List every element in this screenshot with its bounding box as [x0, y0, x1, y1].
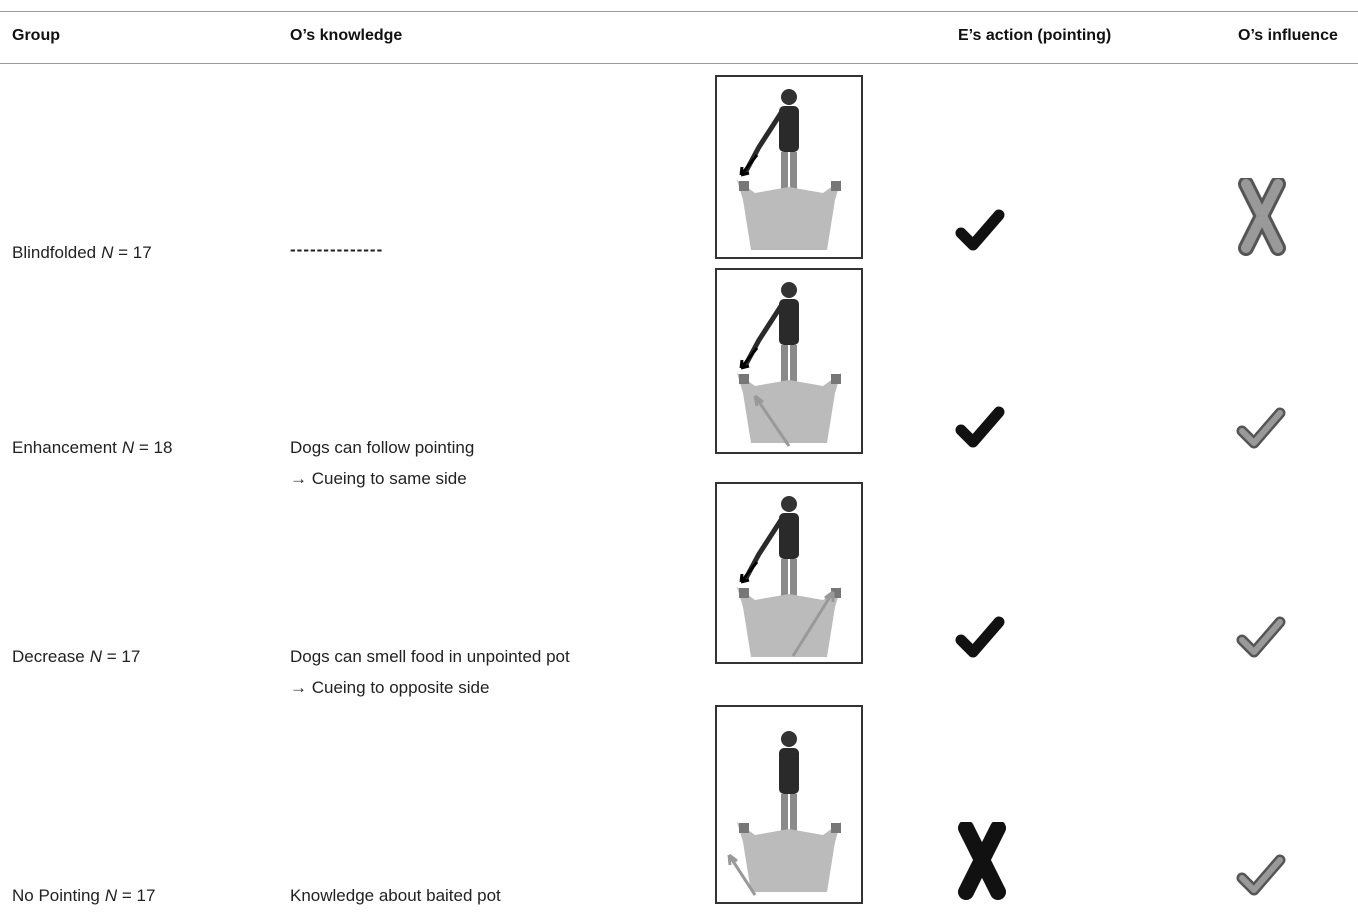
header-cell: Group [12, 27, 60, 44]
check-icon [1236, 403, 1288, 453]
group-cell: No Pointing N = 17 [12, 886, 155, 906]
group-name: Enhancement [12, 438, 117, 457]
knowledge-text: Knowledge about baited pot [290, 886, 501, 905]
group-cell: Blindfolded N = 17 [12, 243, 152, 263]
knowledge-text: → Cueing to opposite side [290, 678, 490, 697]
group-cell: Enhancement N = 18 [12, 438, 172, 458]
group-n: N = 17 [101, 243, 152, 262]
group-n: N = 17 [89, 647, 141, 666]
group-name: Blindfolded [12, 243, 97, 262]
cross-icon [1236, 178, 1288, 256]
top-rule [0, 11, 1358, 12]
header-cell: E’s action (pointing) [958, 27, 1112, 44]
scene-image [715, 705, 863, 904]
cross-icon [956, 822, 1008, 900]
group-name: Decrease [12, 647, 85, 666]
header-cell: O’s knowledge [290, 27, 403, 44]
check-icon [955, 205, 1007, 255]
knowledge-text: Dogs can follow pointing [290, 438, 475, 457]
scene-image [715, 482, 863, 664]
group-n: N = 17 [104, 886, 156, 905]
check-icon [1236, 850, 1288, 900]
group-cell: Decrease N = 17 [12, 647, 140, 667]
header-rule [0, 63, 1358, 64]
knowledge-text: Dogs can smell food in unpointed pot [290, 647, 570, 666]
scene-image [715, 75, 863, 259]
group-name: No Pointing [12, 886, 100, 905]
check-icon [1236, 612, 1288, 662]
knowledge-text: -------------- [290, 240, 384, 259]
knowledge-text: → Cueing to same side [290, 469, 467, 488]
group-n: N = 18 [121, 438, 173, 457]
scene-image [715, 268, 863, 454]
check-icon [955, 612, 1007, 662]
header-cell: O’s influence [1238, 27, 1338, 44]
check-icon [955, 402, 1007, 452]
